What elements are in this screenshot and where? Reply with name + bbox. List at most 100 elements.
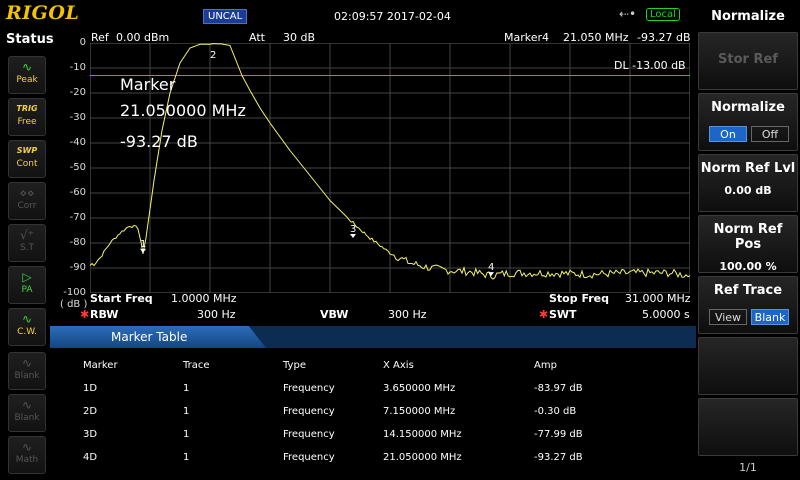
- y-tick: -60: [69, 187, 86, 198]
- swp-label: Cont: [16, 159, 38, 169]
- cw-icon: ∿: [21, 312, 33, 326]
- col-marker: Marker: [83, 360, 118, 371]
- cell-trace: 1: [183, 429, 190, 440]
- marker-overlay-amp: -93.27 dB: [120, 132, 198, 151]
- ref-trace-view[interactable]: View: [709, 309, 747, 325]
- vbw-value[interactable]: 300 Hz: [388, 308, 427, 321]
- marker-3-label: 3: [350, 224, 356, 235]
- norm-ref-lvl-value: 0.00 dB: [724, 184, 772, 197]
- cell-trace: 1: [183, 406, 190, 417]
- datetime: 02:09:57 2017-02-04: [334, 10, 451, 23]
- rbw-value[interactable]: 300 Hz: [197, 308, 236, 321]
- cell-trace: 1: [183, 452, 190, 463]
- marker-3-point: [350, 233, 356, 238]
- status-panel: Status ∿ Peak TRIG Free SWP Cont ⋄⋄ Corr…: [0, 30, 54, 480]
- stor-ref-softkey[interactable]: Stor Ref: [698, 32, 798, 90]
- swt-flag-icon: ✱: [539, 308, 549, 321]
- spectrum-plot[interactable]: 1 2 3 4: [90, 43, 690, 293]
- y-tick: 0: [79, 37, 86, 48]
- marker-table-header: Marker Trace Type X Axis Amp: [50, 356, 696, 378]
- pa-button[interactable]: ▷ PA: [8, 266, 46, 304]
- softkey-panel: Normalize Stor Ref Normalize On Off Norm…: [696, 0, 800, 480]
- swp-button[interactable]: SWP Cont: [8, 140, 46, 178]
- corr-icon: ⋄⋄: [19, 186, 35, 200]
- swt-label: SWT: [549, 308, 577, 321]
- marker-2-label: 2: [210, 50, 216, 61]
- stop-freq-value[interactable]: 31.000 MHz: [625, 292, 691, 305]
- trace-1: [90, 43, 690, 280]
- trig-label: Free: [17, 117, 37, 127]
- norm-ref-lvl-softkey[interactable]: Norm Ref Lvl 0.00 dB: [698, 154, 798, 212]
- table-row[interactable]: 2D 1 Frequency 7.150000 MHz -0.30 dB: [50, 402, 696, 424]
- local-badge[interactable]: Local: [646, 8, 680, 21]
- y-unit: ( dB ): [60, 299, 88, 310]
- pa-icon: ▷: [22, 270, 32, 284]
- pa-label: PA: [21, 285, 33, 295]
- math-button[interactable]: ∿ Math: [8, 436, 46, 474]
- ref-trace-softkey[interactable]: Ref Trace View Blank: [698, 276, 798, 334]
- cell-type: Frequency: [283, 452, 335, 463]
- y-tick: -100: [63, 287, 86, 298]
- peak-icon: ∿: [21, 60, 33, 74]
- cell-type: Frequency: [283, 406, 335, 417]
- trig-button[interactable]: TRIG Free: [8, 98, 46, 136]
- blank-button-2[interactable]: ∿ Blank: [8, 394, 46, 432]
- cw-button[interactable]: ∿ C.W.: [8, 308, 46, 346]
- start-freq-value[interactable]: 1.0000 MHz: [171, 292, 237, 305]
- y-tick: -30: [69, 112, 86, 123]
- empty-softkey-2[interactable]: [698, 398, 798, 456]
- vbw-label: VBW: [320, 308, 349, 321]
- table-row[interactable]: 3D 1 Frequency 14.150000 MHz -77.99 dB: [50, 425, 696, 447]
- cell-x-axis: 7.150000 MHz: [383, 406, 456, 417]
- marker-4-label: 4: [488, 262, 494, 273]
- cell-x-axis: 14.150000 MHz: [383, 429, 462, 440]
- blank-label-1: Blank: [14, 371, 40, 381]
- marker-table-tab[interactable]: [50, 326, 266, 348]
- trig-icon: TRIG: [16, 104, 38, 113]
- table-row[interactable]: 1D 1 Frequency 3.650000 MHz -83.97 dB: [50, 379, 696, 401]
- rbw-flag-icon: ✱: [80, 308, 90, 321]
- st-label: S.T: [19, 243, 35, 253]
- peak-button[interactable]: ∿ Peak: [8, 56, 46, 94]
- display-line-label: DL -13.00 dB: [614, 59, 686, 72]
- col-trace: Trace: [183, 360, 210, 371]
- math-icon: ∿: [21, 440, 33, 454]
- y-tick: -20: [69, 87, 86, 98]
- corr-label: Corr: [17, 201, 37, 211]
- normalize-on[interactable]: On: [709, 126, 747, 142]
- swt-value[interactable]: 5.0000 s: [642, 308, 690, 321]
- ref-trace-label: Ref Trace: [713, 283, 783, 298]
- cell-type: Frequency: [283, 383, 335, 394]
- normalize-softkey[interactable]: Normalize On Off: [698, 93, 798, 151]
- empty-softkey-1[interactable]: [698, 337, 798, 395]
- col-x-axis: X Axis: [383, 360, 414, 371]
- dl-label: DL: [614, 59, 629, 72]
- ref-trace-blank[interactable]: Blank: [751, 309, 789, 325]
- blank-icon: ∿: [21, 356, 33, 370]
- col-type: Type: [283, 360, 306, 371]
- table-row[interactable]: 4D 1 Frequency 21.050000 MHz -93.27 dB: [50, 448, 696, 470]
- normalize-toggle[interactable]: On Off: [705, 126, 793, 142]
- cell-marker: 2D: [83, 406, 98, 417]
- rbw-label: RBW: [90, 308, 119, 321]
- page-indicator: 1/1: [739, 461, 757, 474]
- top-bar: RIGOL UNCAL 02:09:57 2017-02-04 ⇠• Local: [0, 0, 696, 30]
- ref-label: Ref: [91, 31, 109, 44]
- normalize-off[interactable]: Off: [751, 126, 789, 142]
- y-tick: -50: [69, 162, 86, 173]
- blank-button-1[interactable]: ∿ Blank: [8, 352, 46, 390]
- dl-value: -13.00 dB: [632, 59, 686, 72]
- y-tick: -80: [69, 237, 86, 248]
- menu-title: Normalize: [711, 9, 785, 24]
- ref-trace-toggle[interactable]: View Blank: [705, 309, 793, 325]
- peak-label: Peak: [16, 75, 38, 85]
- cell-x-axis: 3.650000 MHz: [383, 383, 456, 394]
- y-tick: -70: [69, 212, 86, 223]
- corr-button[interactable]: ⋄⋄ Corr: [8, 182, 46, 220]
- norm-ref-pos-softkey[interactable]: Norm Ref Pos 100.00 %: [698, 215, 798, 273]
- ref-value: 0.00 dBm: [116, 31, 170, 44]
- marker-overlay-title: Marker: [120, 75, 176, 94]
- norm-ref-pos-label: Norm Ref Pos: [713, 222, 783, 252]
- cell-marker: 3D: [83, 429, 98, 440]
- st-button[interactable]: √⁺ S.T: [8, 224, 46, 262]
